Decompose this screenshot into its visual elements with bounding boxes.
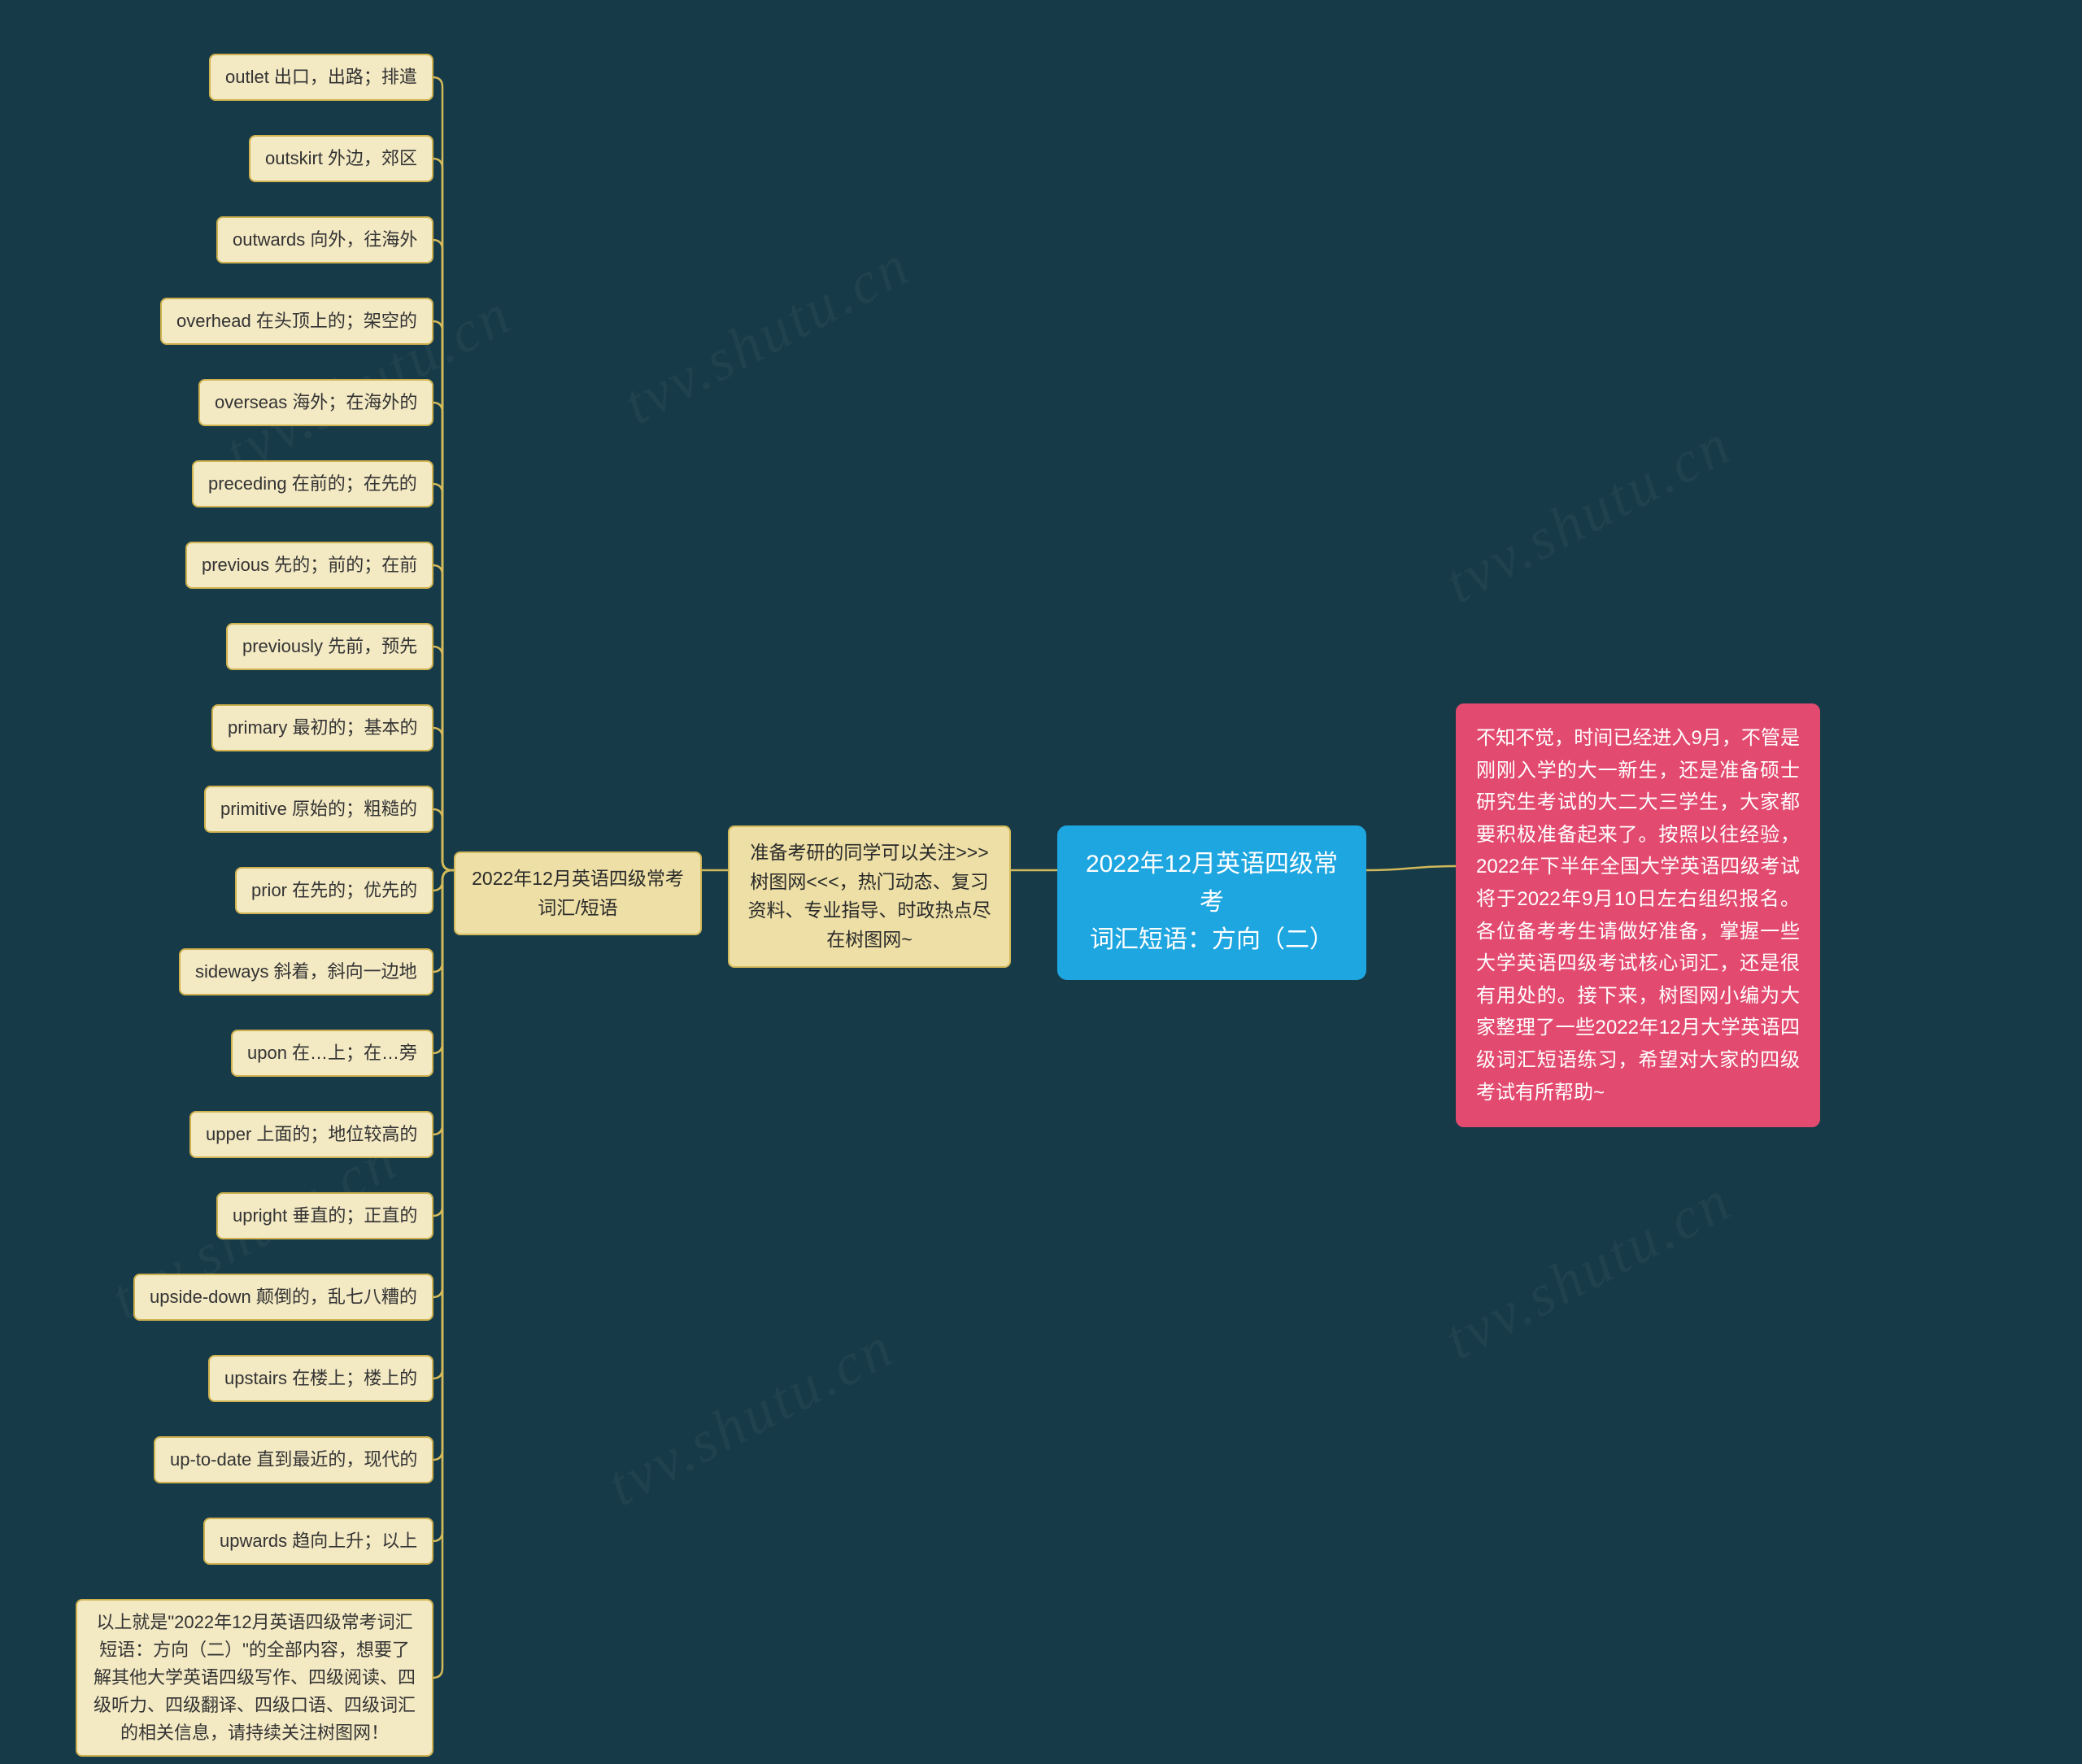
leaf-node: outlet 出口，出路；排遣 — [209, 54, 433, 101]
leaf-node: upside-down 颠倒的，乱七八糟的 — [133, 1274, 433, 1321]
leaf-node: overhead 在头顶上的；架空的 — [160, 298, 433, 345]
mindmap-stage: tvv.shutu.cn tvv.shutu.cn tvv.shutu.cn tvv.… — [0, 0, 2082, 1764]
leaf-label: sideways 斜着，斜向一边地 — [195, 958, 417, 986]
leaf-label: preceding 在前的；在先的 — [208, 470, 417, 498]
leaf-node: upwards 趋向上升；以上 — [203, 1518, 433, 1565]
description-node-label: 不知不觉，时间已经进入9月，不管是刚刚入学的大一新生，还是准备硕士研究生考试的大… — [1476, 722, 1800, 1108]
leaf-node: preceding 在前的；在先的 — [192, 460, 433, 507]
leaf-label: overseas 海外；在海外的 — [215, 389, 417, 416]
watermark: tvv.shutu.cn — [596, 1313, 905, 1520]
leaf-node: primary 最初的；基本的 — [211, 704, 433, 751]
watermark: tvv.shutu.cn — [612, 231, 921, 438]
leaf-label: upper 上面的；地位较高的 — [206, 1121, 417, 1148]
leaf-node: outskirt 外边，郊区 — [249, 135, 433, 182]
leaf-label: up-to-date 直到最近的，现代的 — [170, 1446, 417, 1474]
leaf-node: sideways 斜着，斜向一边地 — [179, 948, 433, 995]
leaf-node: up-to-date 直到最近的，现代的 — [154, 1436, 433, 1483]
leaf-node: previous 先的；前的；在前 — [185, 542, 433, 589]
leaf-label: upon 在…上；在…旁 — [247, 1039, 417, 1067]
leaf-label: upright 垂直的；正直的 — [233, 1202, 417, 1230]
leaf-node: overseas 海外；在海外的 — [198, 379, 433, 426]
leaf-label: 以上就是"2022年12月英语四级常考词汇短语：方向（二）"的全部内容，想要了解… — [92, 1609, 417, 1747]
leaf-label: primitive 原始的；粗糙的 — [220, 795, 417, 823]
leaf-label: prior 在先的；优先的 — [251, 877, 417, 904]
leaf-node: primitive 原始的；粗糙的 — [204, 786, 433, 833]
leaf-node: upper 上面的；地位较高的 — [189, 1111, 433, 1158]
root-node: 2022年12月英语四级常考词汇短语：方向（二） — [1057, 825, 1366, 980]
leaf-label: upside-down 颠倒的，乱七八糟的 — [150, 1283, 417, 1311]
intro-node-label: 准备考研的同学可以关注>>>树图网<<<，热门动态、复习资料、专业指导、时政热点… — [746, 838, 993, 955]
leaf-node: 以上就是"2022年12月英语四级常考词汇短语：方向（二）"的全部内容，想要了解… — [76, 1599, 433, 1757]
section-title-node-label: 2022年12月英语四级常考词汇/短语 — [472, 865, 684, 922]
section-title-node: 2022年12月英语四级常考词汇/短语 — [454, 852, 702, 935]
leaf-node: previously 先前，预先 — [226, 623, 433, 670]
leaf-node: upon 在…上；在…旁 — [231, 1030, 433, 1077]
watermark: tvv.shutu.cn — [1434, 410, 1743, 617]
leaf-node: prior 在先的；优先的 — [235, 867, 433, 914]
leaf-label: previous 先的；前的；在前 — [202, 551, 417, 579]
leaf-node: outwards 向外，往海外 — [216, 216, 433, 264]
leaf-label: outlet 出口，出路；排遣 — [225, 63, 417, 91]
leaf-label: upwards 趋向上升；以上 — [220, 1527, 417, 1555]
leaf-label: previously 先前，预先 — [242, 633, 417, 660]
description-node: 不知不觉，时间已经进入9月，不管是刚刚入学的大一新生，还是准备硕士研究生考试的大… — [1456, 703, 1820, 1127]
leaf-label: overhead 在头顶上的；架空的 — [176, 307, 417, 335]
leaf-label: outwards 向外，往海外 — [233, 226, 417, 254]
leaf-node: upstairs 在楼上；楼上的 — [208, 1355, 433, 1402]
root-node-label: 2022年12月英语四级常考词汇短语：方向（二） — [1081, 846, 1343, 960]
leaf-node: upright 垂直的；正直的 — [216, 1192, 433, 1239]
intro-node: 准备考研的同学可以关注>>>树图网<<<，热门动态、复习资料、专业指导、时政热点… — [728, 825, 1011, 968]
leaf-label: primary 最初的；基本的 — [228, 714, 417, 742]
leaf-label: upstairs 在楼上；楼上的 — [224, 1365, 417, 1392]
watermark: tvv.shutu.cn — [1434, 1166, 1743, 1374]
leaf-label: outskirt 外边，郊区 — [265, 145, 417, 172]
